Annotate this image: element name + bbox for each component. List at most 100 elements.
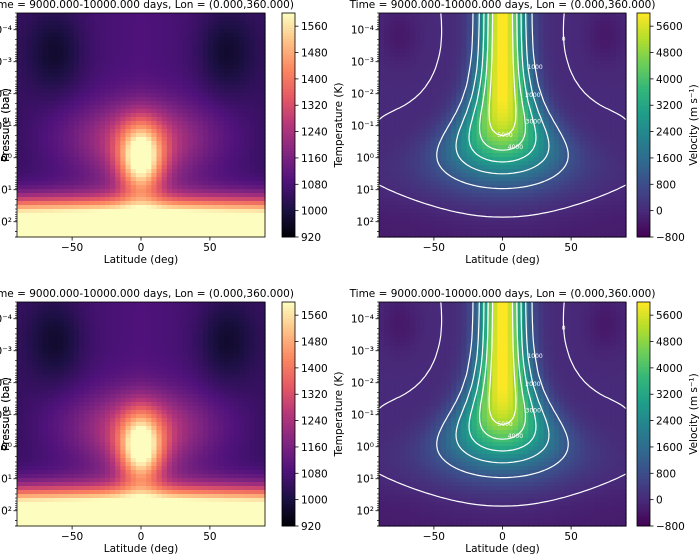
- heatmap-cell: [456, 173, 462, 178]
- heatmap-cell: [404, 41, 411, 46]
- heatmap-cell: [605, 157, 612, 162]
- heatmap-cell: [151, 177, 158, 182]
- heatmap-cell: [259, 177, 266, 182]
- heatmap-cell: [187, 41, 194, 46]
- heatmap-cell: [192, 109, 199, 114]
- heatmap-cell: [146, 125, 152, 130]
- heatmap-cell: [99, 81, 106, 86]
- heatmap-cell: [32, 93, 39, 98]
- heatmap-cell: [584, 97, 591, 102]
- heatmap-cell: [259, 181, 266, 186]
- heatmap-cell: [533, 185, 540, 190]
- heatmap-cell: [63, 117, 70, 122]
- heatmap-cell: [115, 49, 121, 54]
- heatmap-cell: [94, 73, 101, 78]
- heatmap-cell: [58, 69, 65, 74]
- heatmap-cell: [461, 105, 468, 110]
- heatmap-cell: [223, 185, 230, 190]
- heatmap-cell: [104, 129, 111, 134]
- heatmap-cell: [203, 105, 209, 110]
- heatmap-cell: [389, 13, 396, 18]
- heatmap-cell: [203, 117, 209, 122]
- heatmap-cell: [430, 93, 437, 98]
- heatmap-cell: [17, 149, 23, 154]
- heatmap-cell: [84, 225, 90, 230]
- heatmap-cell: [187, 117, 194, 122]
- heatmap-cell: [58, 169, 65, 174]
- heatmap-cell: [156, 97, 163, 102]
- heatmap-cell: [156, 125, 163, 130]
- heatmap-cell: [239, 225, 245, 230]
- heatmap-cell: [17, 17, 23, 22]
- heatmap-cell: [125, 133, 132, 138]
- heatmap-cell: [445, 185, 452, 190]
- heatmap-cell: [538, 185, 545, 190]
- heatmap-cell: [73, 117, 80, 122]
- heatmap-cell: [445, 157, 452, 162]
- heatmap-cell: [130, 233, 137, 238]
- heatmap-cell: [543, 73, 550, 78]
- heatmap-cell: [208, 89, 214, 94]
- heatmap-cell: [259, 17, 266, 22]
- heatmap-cell: [420, 85, 426, 90]
- heatmap-cell: [218, 189, 225, 194]
- heatmap-cell: [548, 61, 555, 66]
- heatmap-cell: [58, 41, 65, 46]
- heatmap-cell: [110, 217, 116, 222]
- heatmap-cell: [492, 149, 498, 154]
- heatmap-cell: [492, 117, 498, 122]
- heatmap-cell: [538, 49, 545, 54]
- heatmap-cell: [208, 73, 214, 78]
- heatmap-cell: [99, 221, 106, 226]
- heatmap-cell: [79, 117, 85, 122]
- heatmap-cell: [466, 77, 473, 82]
- heatmap-cell: [461, 17, 468, 22]
- heatmap-cell: [512, 41, 519, 46]
- heatmap-cell: [430, 181, 437, 186]
- heatmap-cell: [110, 29, 116, 34]
- heatmap-cell: [213, 89, 220, 94]
- heatmap-cell: [384, 105, 390, 110]
- heatmap-cell: [53, 49, 59, 54]
- heatmap-cell: [249, 37, 256, 42]
- heatmap-cell: [32, 153, 39, 158]
- heatmap-cell: [394, 189, 401, 194]
- heatmap-cell: [610, 17, 617, 22]
- heatmap-cell: [213, 77, 220, 82]
- heatmap-cell: [435, 101, 442, 106]
- heatmap-cell: [605, 141, 612, 146]
- heatmap-cell: [589, 133, 596, 138]
- heatmap-cell: [48, 61, 54, 66]
- heatmap-cell: [239, 205, 245, 210]
- heatmap-cell: [110, 177, 116, 182]
- heatmap-cell: [502, 185, 509, 190]
- heatmap-cell: [68, 165, 75, 170]
- heatmap-cell: [533, 101, 540, 106]
- heatmap-cell: [203, 217, 209, 222]
- heatmap-cell: [620, 89, 627, 94]
- heatmap-cell: [146, 89, 152, 94]
- heatmap-cell: [600, 29, 607, 34]
- heatmap-cell: [42, 129, 49, 134]
- heatmap-cell: [620, 153, 627, 158]
- heatmap-cell: [130, 213, 137, 218]
- heatmap-cell: [22, 33, 28, 38]
- heatmap-cell: [543, 61, 550, 66]
- heatmap-cell: [579, 181, 586, 186]
- heatmap-cell: [589, 77, 596, 82]
- heatmap-cell: [208, 97, 214, 102]
- heatmap-cell: [79, 201, 85, 206]
- heatmap-cell: [502, 129, 509, 134]
- heatmap-cell: [605, 45, 612, 50]
- colorbar-segment: [282, 183, 295, 188]
- heatmap-cell: [559, 141, 565, 146]
- heatmap-cell: [605, 25, 612, 30]
- heatmap-cell: [146, 161, 152, 166]
- heatmap-cell: [197, 101, 204, 106]
- heatmap-cell: [574, 85, 581, 90]
- heatmap-cell: [79, 221, 85, 226]
- heatmap-cell: [409, 13, 416, 18]
- heatmap-cell: [89, 133, 96, 138]
- heatmap-cell: [384, 37, 390, 42]
- heatmap-cell: [146, 37, 152, 42]
